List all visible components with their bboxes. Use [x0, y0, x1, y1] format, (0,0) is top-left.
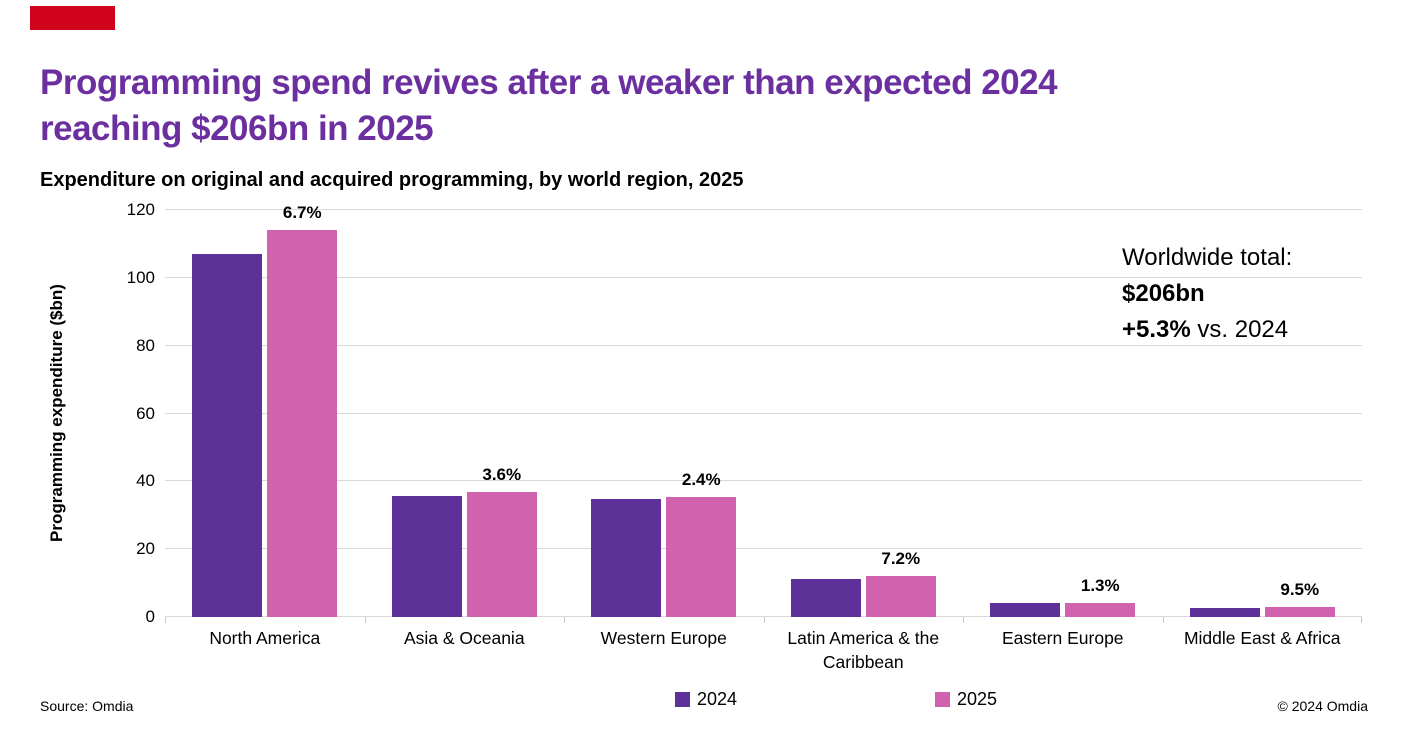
bar-2025 — [466, 491, 537, 617]
x-axis-tick — [1162, 617, 1164, 623]
legend-item-2025: 2025 — [935, 689, 997, 710]
bar-2024 — [591, 499, 662, 617]
annotation-total-value: $206bn — [1122, 280, 1205, 307]
bar-2024 — [790, 578, 861, 617]
page-title-line2: reaching $206bn in 2025 — [40, 109, 434, 148]
x-category-label: North America — [209, 628, 321, 648]
growth-label: 9.5% — [1280, 579, 1320, 599]
gridline — [165, 209, 1362, 210]
bar-2024 — [990, 602, 1061, 617]
annotation-growth: +5.3% vs. 2024 — [1122, 312, 1292, 348]
x-category-label: Western Europe — [600, 628, 727, 648]
legend-item-2024: 2024 — [675, 689, 737, 710]
x-category-label: Eastern Europe — [1001, 628, 1124, 648]
plot-area: 0 20 40 60 80 100 120 6.7% North America 3.6% Asia… — [127, 200, 1362, 672]
bar-2024 — [1189, 607, 1260, 617]
growth-label: 6.7% — [282, 202, 322, 222]
x-category-label: Latin America & the Caribbean — [787, 628, 940, 672]
source-note: Source: Omdia — [40, 698, 134, 714]
bar-2025 — [1065, 602, 1136, 617]
x-axis-line — [165, 616, 1362, 617]
bar-2025 — [1264, 606, 1335, 617]
growth-label: 3.6% — [482, 464, 522, 484]
gridline — [165, 412, 1362, 414]
legend-swatch-2024 — [675, 692, 690, 707]
omdia-logo — [30, 6, 115, 30]
y-axis-title: Programming expenditure ($bn) — [47, 284, 66, 542]
page-title-line1: Programming spend revives after a weaker… — [40, 63, 1058, 102]
y-tick-label: 80 — [136, 335, 155, 355]
gridline — [165, 276, 1362, 278]
annotation-growth-rest: vs. 2024 — [1190, 316, 1289, 343]
y-tick-label: 100 — [126, 267, 155, 287]
y-tick-label: 0 — [145, 607, 155, 626]
x-category-label: Asia & Oceania — [403, 628, 525, 648]
growth-label: 7.2% — [881, 548, 921, 568]
bar-2025 — [666, 496, 737, 617]
x-axis-tick — [364, 617, 366, 623]
y-tick-label: 120 — [126, 200, 155, 219]
x-axis-tick — [1361, 617, 1362, 623]
x-category-label: Middle East & Africa — [1183, 628, 1341, 648]
bar-2025 — [267, 229, 338, 617]
growth-label: 2.4% — [681, 469, 721, 489]
gridline — [165, 344, 1362, 346]
page-title: Programming spend revives after a weaker… — [40, 60, 1058, 152]
worldwide-total-annotation: Worldwide total: $206bn +5.3% vs. 2024 — [1122, 240, 1292, 348]
legend-label-2025: 2025 — [957, 689, 998, 709]
y-tick-label: 20 — [136, 539, 155, 559]
annotation-heading: Worldwide total: — [1122, 244, 1293, 271]
x-axis-tick — [963, 617, 964, 623]
gridline — [165, 548, 1362, 550]
copyright-note: © 2024 Omdia — [1277, 698, 1368, 714]
x-axis-tick — [165, 617, 166, 623]
gridline — [165, 480, 1362, 482]
growth-label: 1.3% — [1080, 575, 1120, 595]
y-tick-label: 60 — [136, 403, 155, 423]
bar-2024 — [391, 496, 462, 617]
chart-subtitle: Expenditure on original and acquired pro… — [40, 169, 744, 191]
annotation-growth-pct: +5.3% — [1122, 316, 1191, 343]
legend-label-2024: 2024 — [697, 689, 738, 709]
x-axis-tick — [564, 617, 565, 623]
y-tick-label: 40 — [136, 471, 155, 491]
legend-swatch-2025 — [935, 692, 950, 707]
x-axis-tick — [763, 617, 765, 623]
bar-2025 — [865, 575, 936, 617]
bar-2024 — [192, 254, 263, 617]
